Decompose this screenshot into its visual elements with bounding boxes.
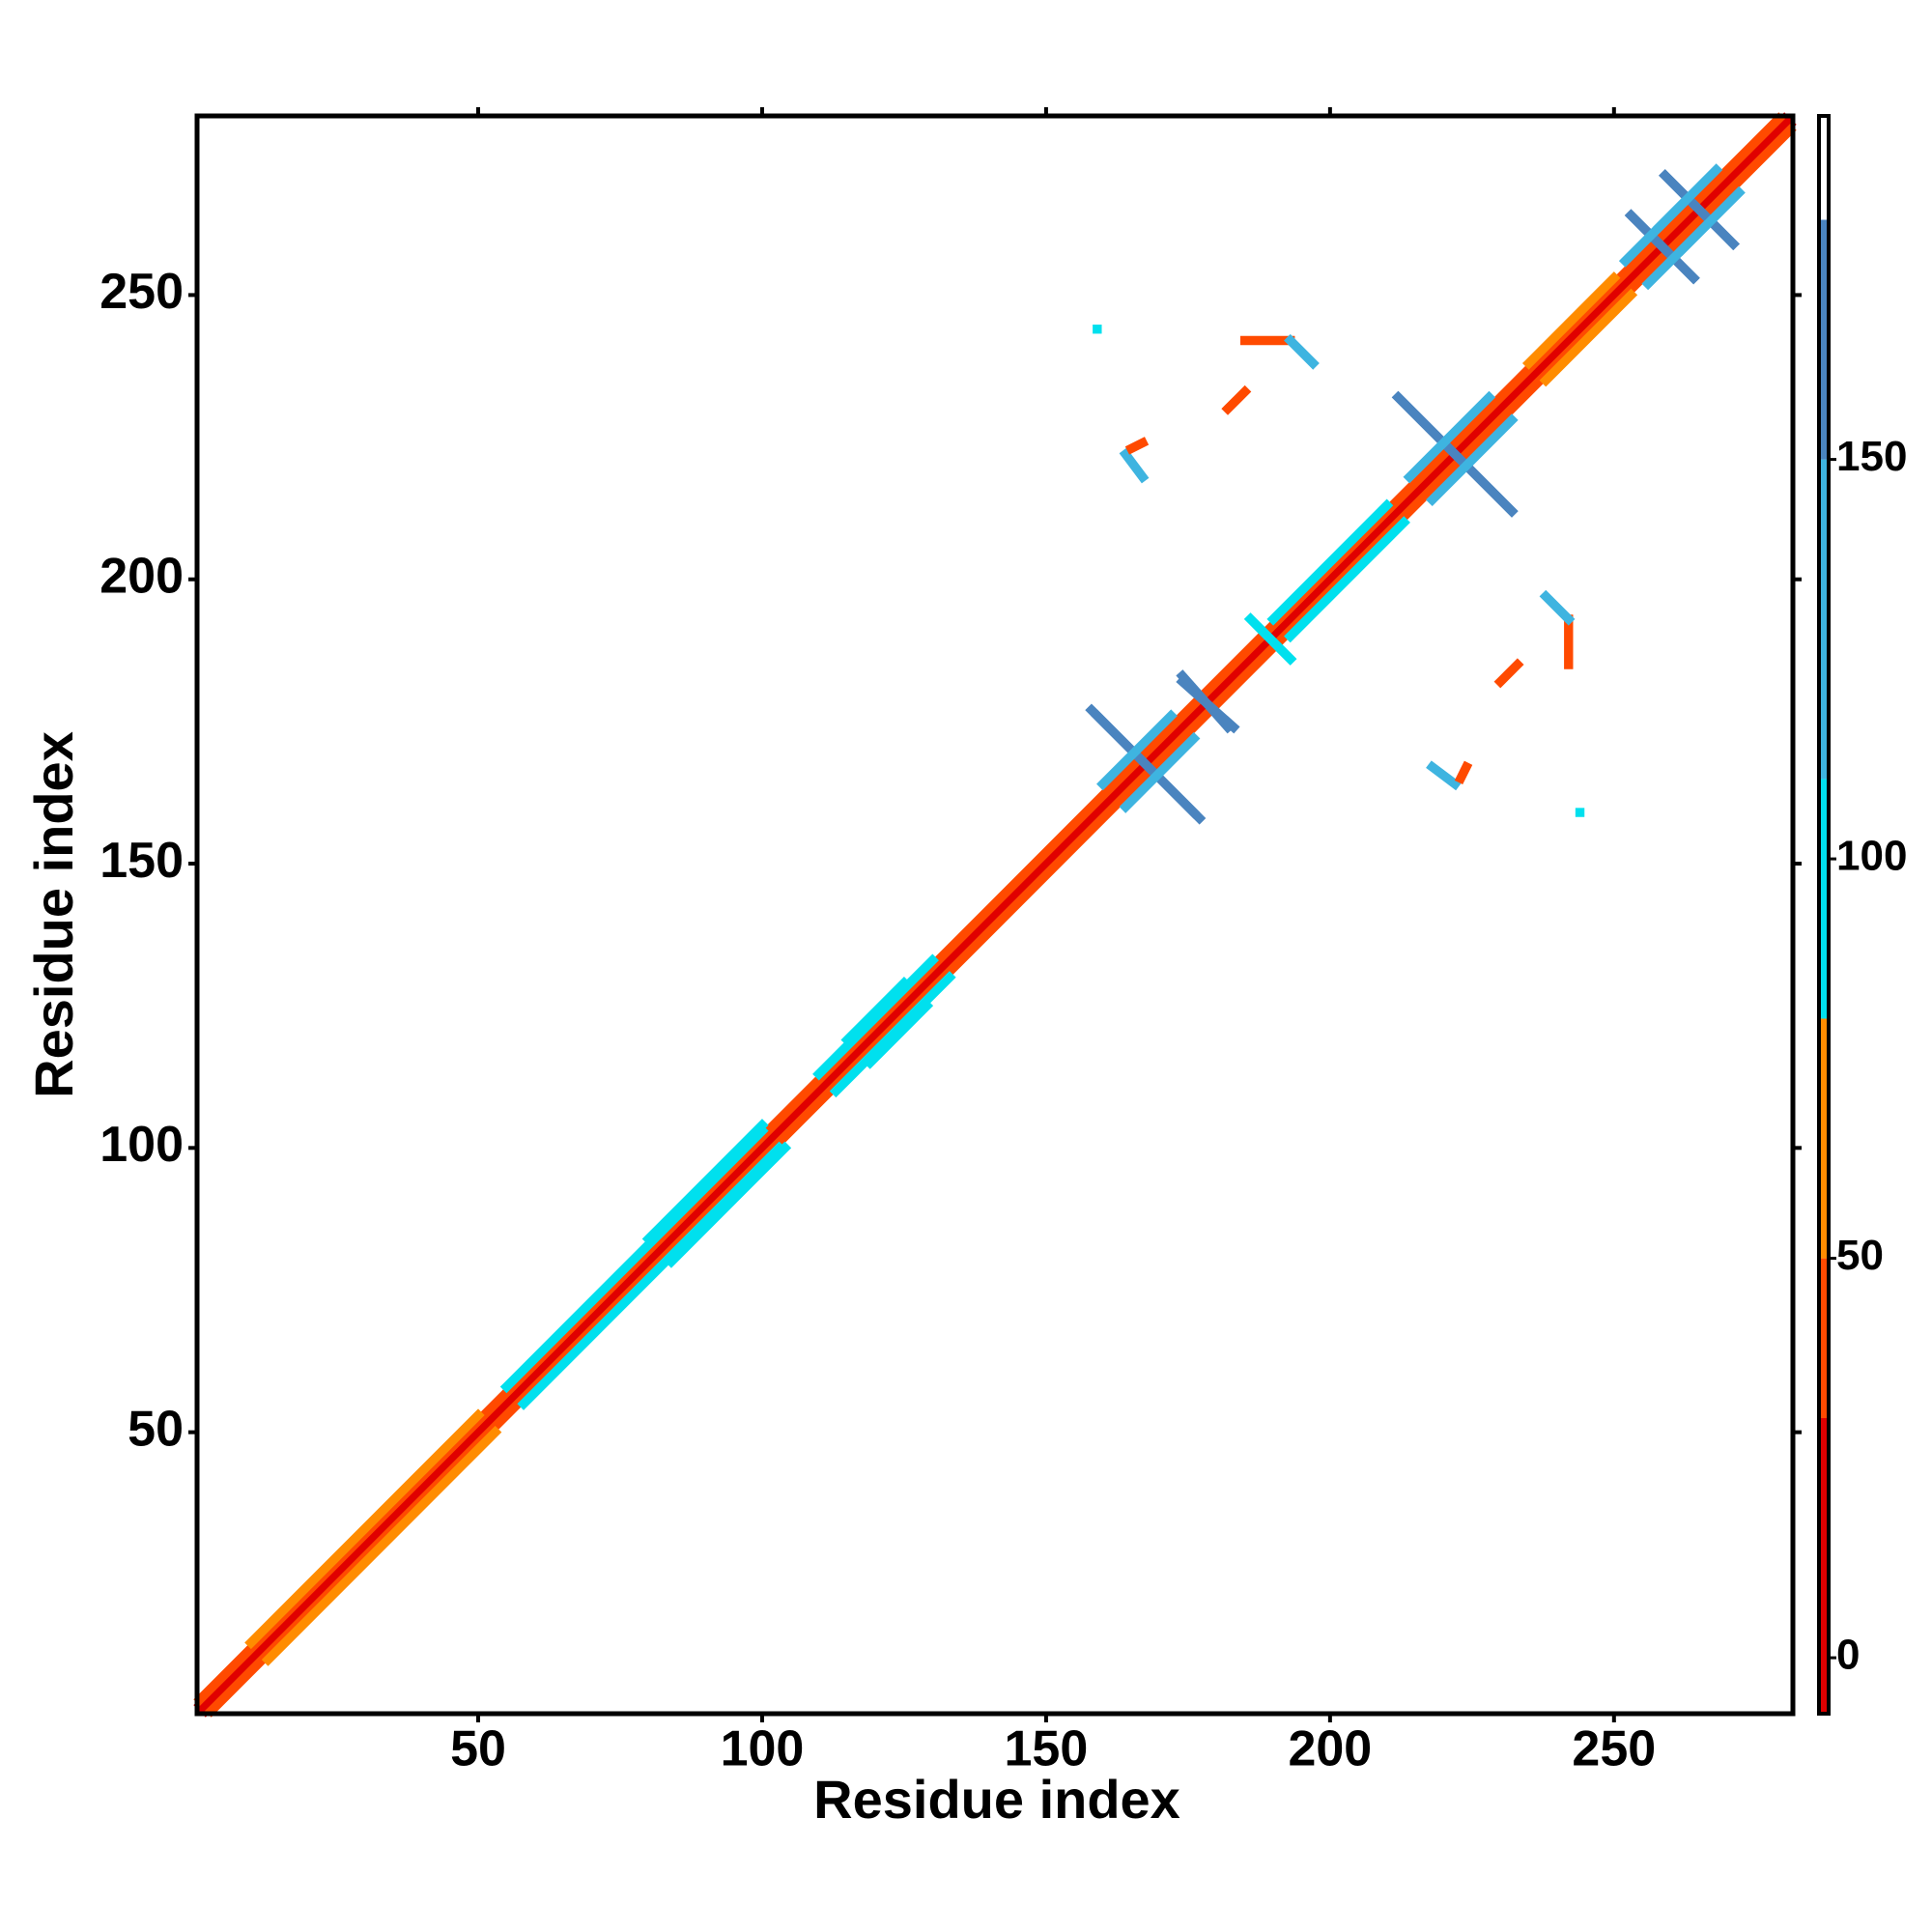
- x-axis-title: Residue index: [813, 1769, 1180, 1830]
- colorbar-tick-label: 50: [1836, 1232, 1884, 1279]
- contact-segment: [1403, 390, 1496, 484]
- colorbar-band: [1819, 779, 1829, 1019]
- contact-segment: [1119, 731, 1201, 813]
- contact-segment: [1266, 498, 1394, 626]
- contact-segment: [1426, 760, 1462, 791]
- contact-segment: [864, 999, 934, 1069]
- y-tick-label: 250: [99, 264, 184, 320]
- contact-segment: [665, 1141, 792, 1268]
- colorbar-band: [1819, 1018, 1829, 1259]
- x-tick-label: 150: [1005, 1721, 1089, 1777]
- colorbar-tick-label: 0: [1836, 1632, 1860, 1679]
- contact-segment: [1284, 516, 1410, 643]
- colorbar-tick-label: 100: [1836, 833, 1907, 880]
- colorbar-band: [1819, 459, 1829, 780]
- y-axis-title: Residue index: [23, 731, 84, 1098]
- colorbar-frame: [1817, 114, 1831, 1716]
- contact-segment: [261, 1425, 502, 1666]
- contact-segment: [244, 1408, 485, 1650]
- y-tick-label: 100: [99, 1117, 184, 1173]
- contact-segment: [1391, 390, 1519, 518]
- contact-segment: [1096, 709, 1178, 791]
- contact-segment: [1539, 589, 1576, 626]
- x-tick-label: 250: [1572, 1721, 1656, 1777]
- contact-segment: [1426, 413, 1519, 506]
- contact-segment: [1124, 437, 1150, 455]
- contact-segment: [641, 1119, 769, 1246]
- x-tick-label: 50: [450, 1721, 506, 1777]
- contact-segment: [1284, 333, 1320, 370]
- contact-segment: [1119, 447, 1150, 484]
- colorbar-band: [1819, 1418, 1829, 1714]
- colorbar-band: [1819, 219, 1829, 460]
- contact-segment: [1624, 209, 1700, 285]
- contact-segment: [1539, 288, 1638, 387]
- plot-frame: [194, 113, 1796, 1717]
- y-tick-label: 50: [128, 1401, 184, 1457]
- contact-segment: [1243, 612, 1297, 666]
- contact-segment: [1091, 709, 1207, 825]
- contact-segment: [1221, 384, 1252, 415]
- x-tick-label: 200: [1288, 1721, 1372, 1777]
- contact-segment: [1659, 169, 1740, 251]
- contact-segment: [1675, 185, 1746, 256]
- colorbar-tick-label: 150: [1836, 433, 1907, 480]
- contact-segment: [1653, 163, 1723, 234]
- contact-segment: [840, 976, 911, 1047]
- contact-segment: [1493, 658, 1524, 689]
- contact-segment: [1521, 271, 1621, 370]
- y-tick-label: 200: [99, 548, 184, 604]
- contact-segment: [1176, 675, 1240, 734]
- colorbar-band: [1819, 1258, 1829, 1419]
- y-tick-label: 150: [99, 833, 184, 889]
- contact-segment: [1454, 760, 1473, 785]
- colorbar-band: [1819, 116, 1829, 220]
- x-tick-label: 100: [721, 1721, 805, 1777]
